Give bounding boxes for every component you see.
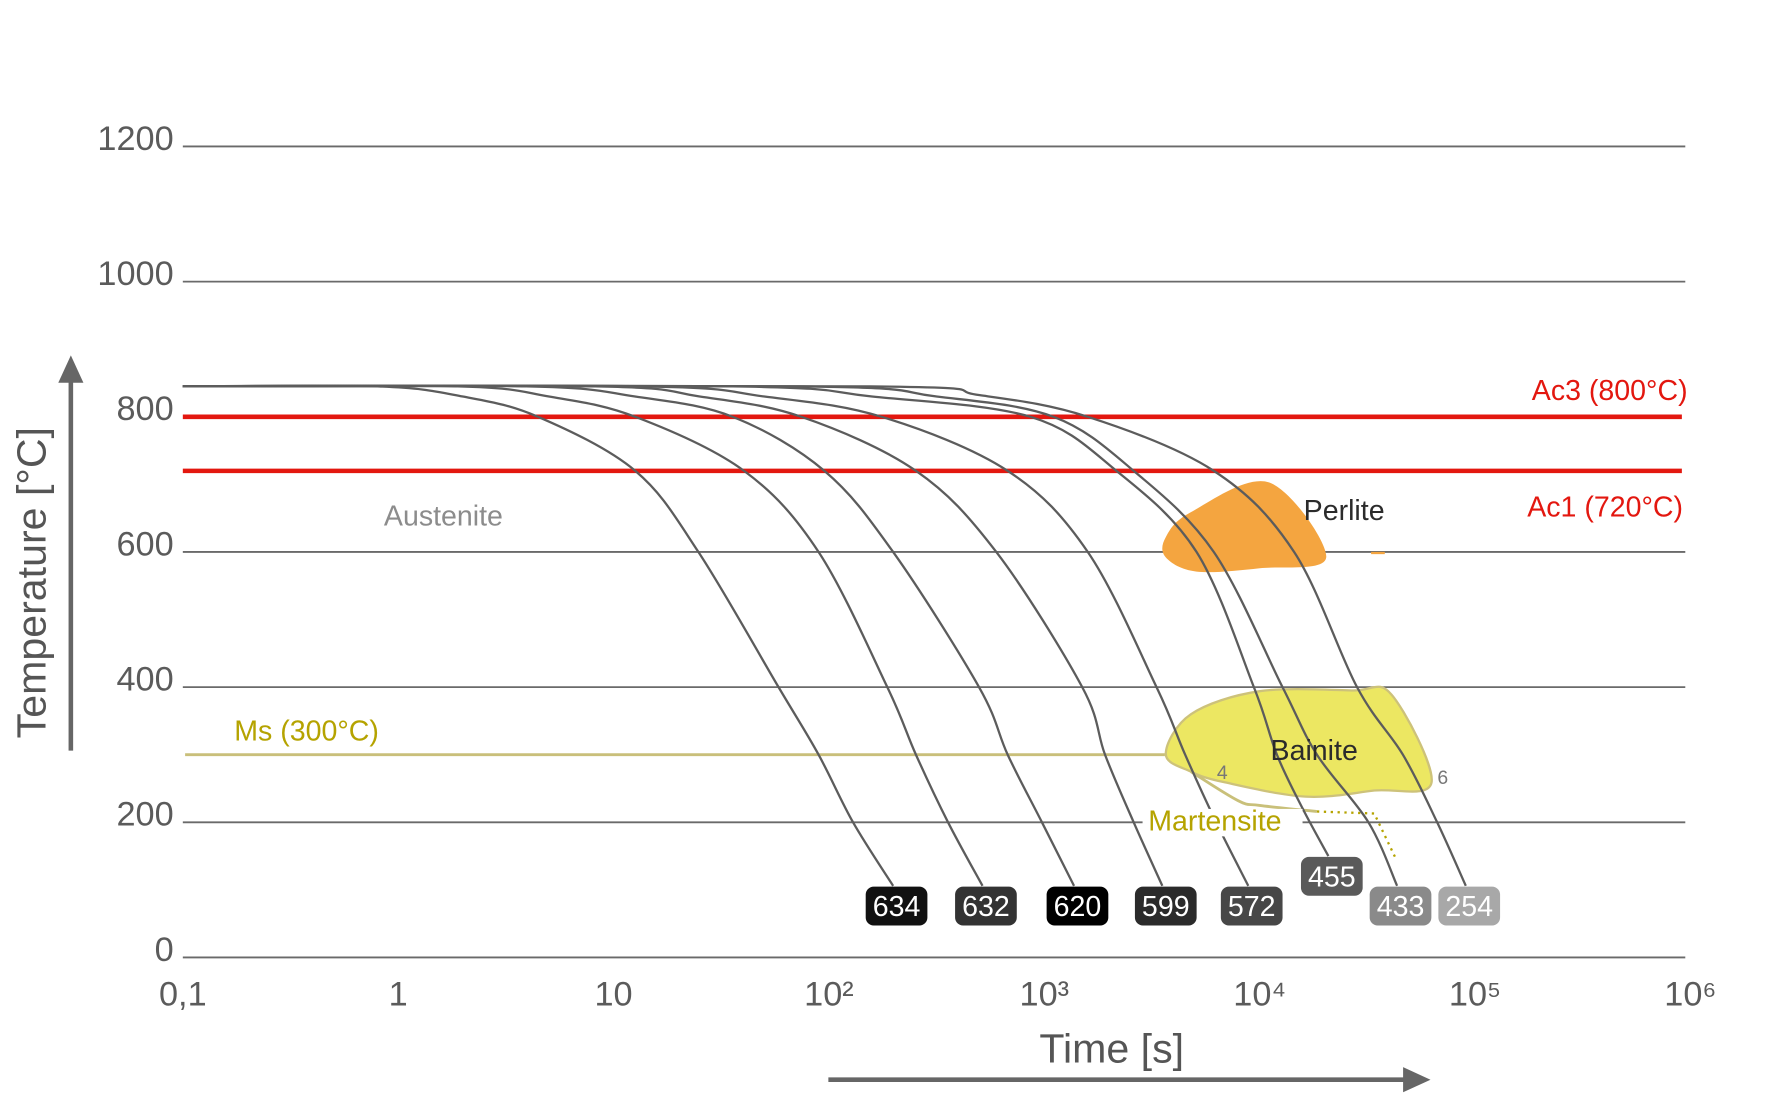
gridlines — [182, 145, 1686, 959]
cooling-curve-634 — [182, 384, 895, 887]
phase-regions — [1162, 481, 1433, 858]
badge-value: 254 — [1445, 891, 1493, 923]
badge-background — [1134, 886, 1197, 926]
y-tick-label: 1000 — [97, 255, 173, 293]
cooling-curve-620 — [182, 384, 1076, 887]
martensite-boundary — [1190, 770, 1318, 813]
cooling-curves — [182, 384, 1467, 887]
badge-background — [865, 886, 928, 926]
ac1-label: Ac1 (720°C) — [1527, 491, 1683, 523]
austenite-label: Austenite — [384, 501, 503, 533]
x-axis-title: Time [s] — [1039, 1026, 1184, 1072]
y-axis-title: Temperature [°C] — [9, 427, 55, 738]
x-tick-label: 10⁶ — [1664, 975, 1716, 1013]
badge-value: 433 — [1377, 891, 1425, 923]
y-axis-arrowhead-icon — [58, 355, 84, 383]
y-tick-label: 400 — [117, 661, 174, 699]
axis-ticks: 0 200 400 600 800 1000 1200 0,1 1 10 10² 10³ 10⁴ 10⁵ 1… — [97, 120, 1716, 1014]
hardness-badge: 634 — [865, 886, 928, 926]
badge-value: 572 — [1228, 891, 1276, 923]
cooling-curve-254 — [182, 384, 1467, 887]
hardness-badge: 433 — [1369, 886, 1432, 926]
x-tick-label: 10² — [804, 975, 854, 1013]
hardness-badge: 620 — [1046, 886, 1109, 926]
badge-background — [1046, 886, 1109, 926]
badge-value: 632 — [962, 891, 1010, 923]
badge-value: 634 — [873, 891, 921, 923]
martensite-label-bg — [1142, 808, 1303, 837]
y-tick-label: 800 — [117, 390, 174, 428]
martensite-label: Martensite — [1148, 806, 1281, 838]
perlite-label: Perlite — [1304, 495, 1385, 527]
x-tick-label: 10⁴ — [1233, 975, 1286, 1013]
cooling-curve-632 — [182, 384, 984, 887]
x-axis-arrowhead-icon — [1403, 1067, 1431, 1093]
cooling-curve-572 — [182, 384, 1250, 887]
perlite-region — [1162, 481, 1327, 573]
ms-label: Ms (300°C) — [234, 715, 379, 747]
y-tick-label: 0 — [155, 931, 174, 969]
y-tick-label: 200 — [117, 796, 174, 834]
hardness-badge: 632 — [955, 886, 1017, 926]
hardness-badge: 572 — [1220, 886, 1283, 926]
hardness-badge: 455 — [1300, 856, 1363, 896]
cooling-curve-599 — [182, 384, 1164, 887]
hardness-badge: 254 — [1438, 886, 1501, 926]
bainite-region — [1164, 685, 1433, 798]
badge-background — [1220, 886, 1283, 926]
reference-lines — [182, 414, 1682, 757]
badge-value: 455 — [1308, 861, 1356, 893]
x-tick-label: 10 — [595, 975, 633, 1013]
x-tick-label: 0,1 — [159, 975, 207, 1013]
hardness-badge: 599 — [1134, 886, 1197, 926]
marker-4: 4 — [1217, 762, 1228, 784]
x-tick-label: 1 — [389, 975, 408, 1013]
badge-background — [1438, 886, 1501, 926]
y-tick-label: 600 — [117, 525, 174, 563]
badge-background — [955, 886, 1017, 926]
hardness-badges: 634 632 620 599 572 455 433 254 — [865, 856, 1501, 926]
martensite-dotted-boundary — [1316, 810, 1396, 858]
marker-6: 6 — [1437, 767, 1448, 789]
badge-background — [1369, 886, 1432, 926]
badge-value: 620 — [1054, 891, 1102, 923]
badge-background — [1300, 856, 1363, 896]
ac3-label: Ac3 (800°C) — [1532, 375, 1688, 407]
badge-value: 599 — [1142, 891, 1190, 923]
y-tick-label: 1200 — [97, 120, 173, 158]
cooling-curve-455 — [182, 384, 1330, 857]
x-tick-label: 10⁵ — [1449, 975, 1501, 1013]
x-tick-label: 10³ — [1020, 975, 1070, 1013]
bainite-label: Bainite — [1271, 735, 1358, 767]
